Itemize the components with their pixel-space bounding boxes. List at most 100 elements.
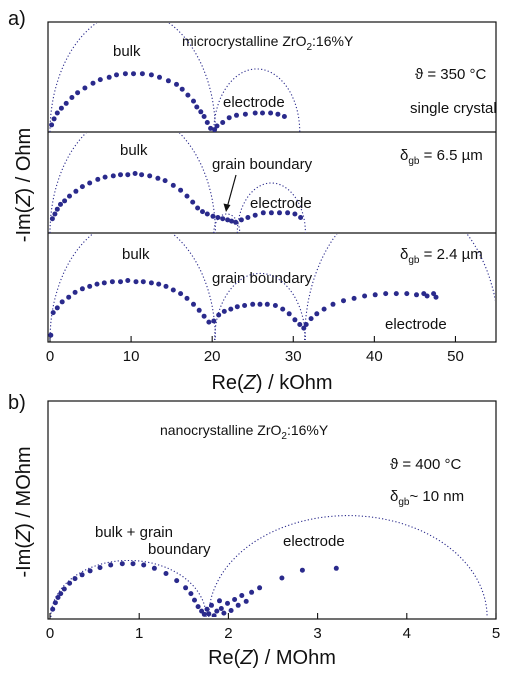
panel-b-label: b) xyxy=(8,392,26,414)
data-point xyxy=(133,279,139,285)
data-point xyxy=(195,205,201,211)
data-point xyxy=(192,597,197,603)
data-point xyxy=(118,279,123,285)
data-point xyxy=(59,299,65,305)
data-point xyxy=(272,303,278,308)
data-point xyxy=(66,294,72,300)
a1-sample-label: single crystal xyxy=(410,100,497,117)
data-point xyxy=(220,120,226,125)
data-point xyxy=(54,206,60,212)
data-point xyxy=(257,585,263,591)
panel-b-series xyxy=(50,515,488,617)
data-point xyxy=(281,114,287,119)
data-point xyxy=(49,216,55,222)
fit-arc-3-0 xyxy=(50,559,207,617)
data-point xyxy=(102,174,108,180)
b-x-tick-label: 1 xyxy=(135,625,143,642)
data-point xyxy=(225,217,231,223)
data-point xyxy=(72,576,78,582)
data-point xyxy=(58,201,63,207)
data-point xyxy=(132,171,138,176)
data-point xyxy=(58,591,64,597)
panel-a-label: a) xyxy=(8,8,26,30)
data-point xyxy=(183,585,189,591)
a3-grain-boundary-label: grain boundary xyxy=(212,270,313,287)
data-point xyxy=(130,561,136,567)
data-point xyxy=(195,604,201,610)
a2-delta-label: δgb = 6.5 µm xyxy=(400,147,483,167)
data-point xyxy=(292,317,298,323)
data-point xyxy=(55,595,61,600)
series-3 xyxy=(50,515,488,617)
a-x-tick-label: 40 xyxy=(366,348,383,365)
panel-a-series xyxy=(48,23,495,340)
b-x-tick-label: 5 xyxy=(492,625,500,642)
a2-bulk-label: bulk xyxy=(120,142,148,159)
data-point xyxy=(372,292,378,298)
data-point xyxy=(178,291,184,297)
data-point xyxy=(48,332,54,338)
a-x-tick-label: 50 xyxy=(447,348,464,365)
data-point xyxy=(204,211,210,217)
data-point xyxy=(90,80,96,86)
data-point xyxy=(75,90,81,96)
data-point xyxy=(275,111,281,117)
data-point xyxy=(196,307,202,313)
data-point xyxy=(285,210,291,216)
data-point xyxy=(297,322,303,327)
data-point xyxy=(178,187,184,193)
data-point xyxy=(184,295,190,301)
data-point xyxy=(191,301,196,307)
data-point xyxy=(114,72,119,78)
a-x-tick-label: 20 xyxy=(204,348,221,365)
data-point xyxy=(140,279,146,285)
data-point xyxy=(252,110,258,116)
data-point xyxy=(211,613,217,617)
panel-b-y-axis-label: -Im(Z) / MOhm xyxy=(13,446,35,577)
data-point xyxy=(303,322,309,327)
a1-electrode-label: electrode xyxy=(223,94,285,111)
data-point xyxy=(250,301,256,307)
data-point xyxy=(226,115,232,121)
b-x-tick-label: 3 xyxy=(313,625,321,642)
data-point xyxy=(139,71,145,77)
data-point xyxy=(148,72,154,78)
a-x-tick-label: 30 xyxy=(285,348,302,365)
data-point xyxy=(174,578,180,584)
b-x-tick-label: 4 xyxy=(403,625,411,642)
data-point xyxy=(210,213,216,219)
b-bulk-grain-label-line1: bulk + grain xyxy=(95,524,173,541)
data-point xyxy=(179,86,185,92)
b-bulk-grain-label-line2: boundary xyxy=(148,541,211,558)
data-point xyxy=(87,283,93,289)
data-point xyxy=(62,198,68,204)
data-point xyxy=(279,575,285,581)
data-point xyxy=(215,215,221,220)
data-point xyxy=(292,211,298,217)
fit-arc-3-1 xyxy=(208,515,488,617)
data-point xyxy=(162,178,168,184)
data-point xyxy=(69,95,75,100)
data-point xyxy=(141,562,147,568)
data-point xyxy=(301,325,307,331)
data-point xyxy=(216,312,222,318)
data-point xyxy=(431,291,437,297)
data-point xyxy=(155,175,161,181)
panel-b-material-label: nanocrystalline ZrO2:16%Y xyxy=(160,422,329,442)
data-point xyxy=(204,606,210,612)
data-point xyxy=(125,278,131,283)
data-point xyxy=(199,608,205,614)
data-point xyxy=(201,611,207,617)
data-point xyxy=(157,74,162,80)
data-point xyxy=(54,305,60,311)
data-point xyxy=(393,291,399,297)
a-x-tick-label: 10 xyxy=(123,348,140,365)
data-point xyxy=(87,568,93,574)
data-point xyxy=(118,172,123,178)
data-point xyxy=(235,602,241,608)
b-x-tick-label: 0 xyxy=(46,625,54,642)
panel-a-material-label: microcrystalline ZrO2:16%Y xyxy=(182,33,354,53)
data-point xyxy=(79,572,85,578)
panel-b-frame xyxy=(47,400,497,620)
data-point xyxy=(243,598,249,604)
